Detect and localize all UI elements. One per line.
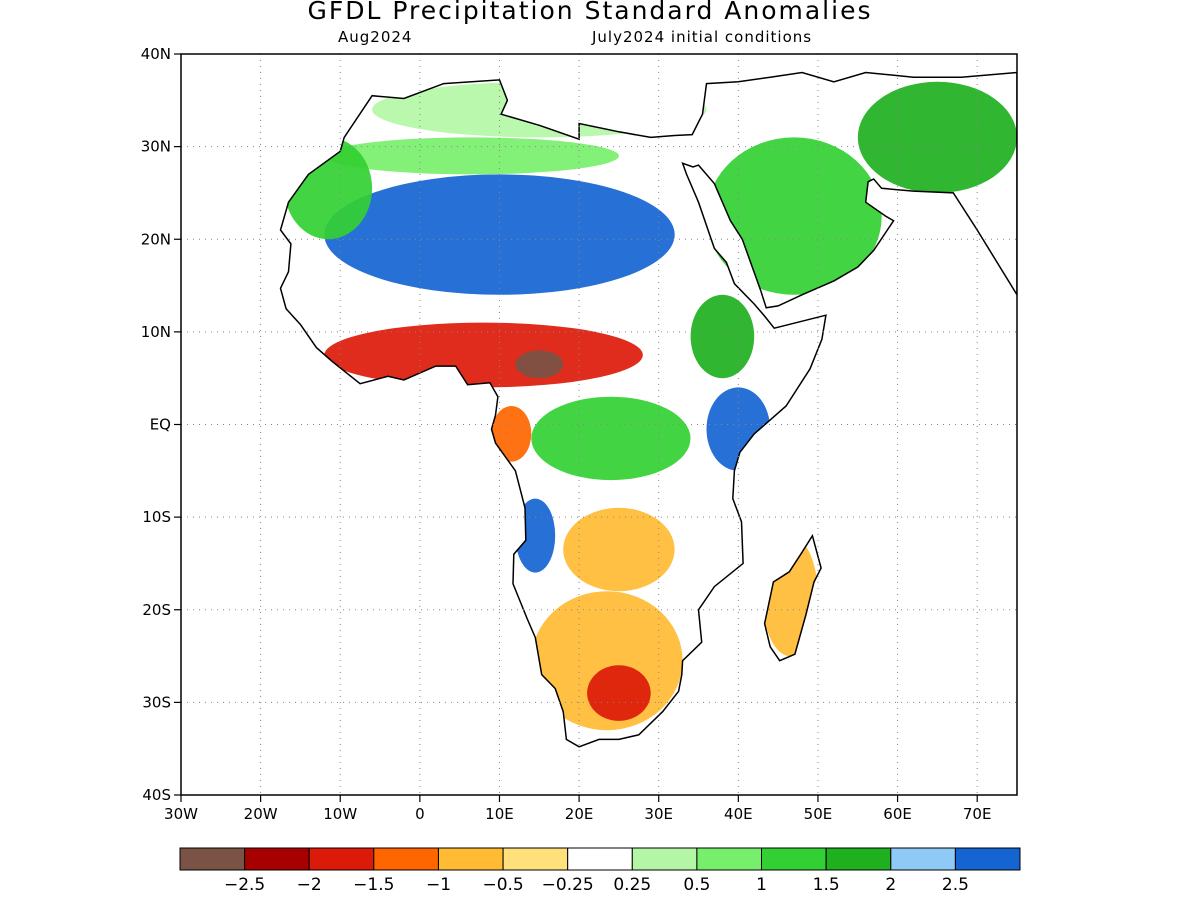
lat-tick-label: 10S — [142, 508, 171, 526]
anomaly-gabon-dry — [491, 406, 532, 462]
lon-tick-label: 30W — [164, 805, 198, 823]
anomaly-zambia-dry — [563, 507, 675, 592]
colorbar-label: 0.25 — [613, 875, 651, 895]
colorbar-swatch — [438, 847, 504, 871]
lat-tick-label: 20N — [141, 230, 171, 248]
lat-tick-label: 20S — [142, 601, 171, 619]
colorbar-label: 0.5 — [683, 875, 710, 895]
colorbar-swatch — [825, 847, 892, 871]
colorbar-label: −2.5 — [224, 875, 265, 895]
colorbar-label: −2 — [297, 875, 322, 895]
lon-tick-label: 70E — [963, 805, 992, 823]
anomaly-ethiopia — [690, 294, 755, 379]
anomaly-congo-basin — [531, 396, 691, 481]
colorbar-label: −0.25 — [542, 875, 594, 895]
lon-tick-label: 40E — [724, 805, 753, 823]
lat-tick-label: 40N — [141, 45, 171, 63]
lon-tick-label: 10W — [323, 805, 357, 823]
anomaly-south-africa-core — [587, 665, 651, 721]
lat-tick-label: EQ — [150, 416, 171, 434]
anomaly-iran — [857, 81, 1017, 193]
anomaly-arabia — [706, 137, 882, 295]
anomaly-angola-wet — [515, 498, 556, 573]
anomaly-north-mediterranean — [372, 81, 707, 138]
madagascar-coastline — [763, 533, 822, 662]
colorbar-swatch — [244, 847, 310, 871]
lon-tick-label: 30E — [644, 805, 673, 823]
coastline — [279, 71, 1017, 748]
forecast-month: Aug2024 — [338, 28, 413, 46]
latitude-ticks: 40N 30N 20N 10N EQ 10S 20S 30S 40S — [141, 45, 181, 804]
colorbar-swatch — [567, 847, 633, 871]
colorbar-swatch — [696, 847, 763, 871]
colorbar-label: 1.5 — [813, 875, 840, 895]
colorbar-label: −0.5 — [482, 875, 523, 895]
colorbar-label: 2 — [885, 875, 896, 895]
colorbar-swatch — [308, 847, 375, 871]
lon-tick-label: 60E — [883, 805, 912, 823]
colorbar-swatch — [179, 847, 246, 871]
colorbar-swatch — [373, 847, 439, 871]
colorbar-swatch — [631, 847, 698, 871]
lat-tick-label: 10N — [141, 323, 171, 341]
colorbar-swatch — [954, 847, 1021, 871]
lat-tick-label: 40S — [142, 786, 171, 804]
longitude-ticks: 30W 20W 10W 0 10E 20E 30E 40E 50E 60E 70E — [164, 795, 991, 823]
anomaly-cameroon-core — [515, 350, 564, 379]
africa-coastline — [279, 71, 1017, 748]
colorbar-swatch — [502, 847, 569, 871]
lon-tick-label: 0 — [415, 805, 425, 823]
lat-tick-label: 30S — [142, 693, 171, 711]
map-title: GFDL Precipitation Standard Anomalies — [307, 0, 873, 25]
colorbar-swatch — [890, 847, 956, 871]
colorbar-label: −1 — [426, 875, 451, 895]
colorbar: −2.5 −2 −1.5 −1 −0.5 −0.25 0.25 0.5 1 1.5 2 2.5 — [179, 847, 1021, 895]
lon-tick-label: 20W — [244, 805, 278, 823]
colorbar-label: 2.5 — [942, 875, 969, 895]
colorbar-label: −1.5 — [353, 875, 394, 895]
colorbar-label: 1 — [756, 875, 767, 895]
lon-tick-label: 10E — [485, 805, 514, 823]
lat-tick-label: 30N — [141, 138, 171, 156]
anomaly-gulf-of-guinea-dry — [324, 322, 643, 388]
initial-conditions: July2024 initial conditions — [592, 28, 813, 46]
lon-tick-label: 50E — [804, 805, 833, 823]
graticule — [181, 54, 1017, 795]
lon-tick-label: 20E — [565, 805, 594, 823]
colorbar-swatch — [761, 847, 827, 871]
